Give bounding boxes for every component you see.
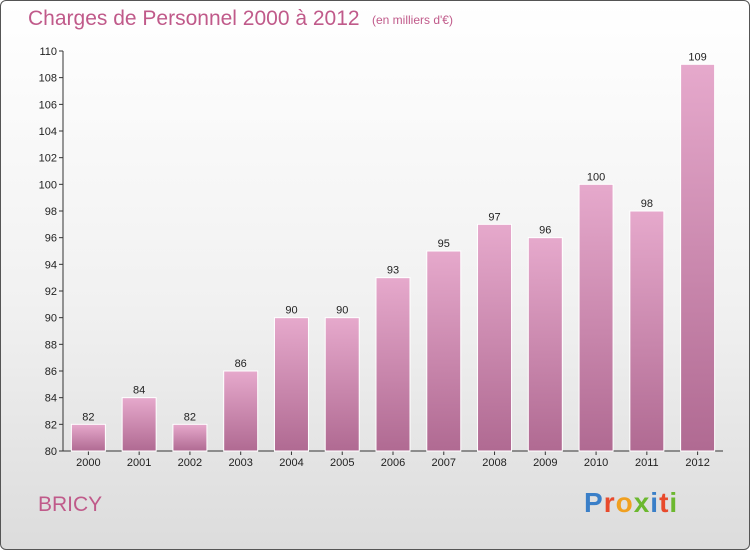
x-tick-label: 2006 xyxy=(381,457,405,469)
y-tick-label: 110 xyxy=(39,46,57,58)
x-tick-label: 2009 xyxy=(533,457,557,469)
x-tick-label: 2004 xyxy=(279,457,303,469)
logo-letter: P xyxy=(584,487,604,518)
y-tick-label: 80 xyxy=(45,446,57,458)
y-tick-label: 90 xyxy=(45,313,57,325)
y-tick-label: 86 xyxy=(45,366,57,378)
bar xyxy=(477,223,513,452)
x-tick-label: 2002 xyxy=(178,457,202,469)
bar xyxy=(324,317,360,452)
bar-value-label: 82 xyxy=(184,411,196,423)
chart-subtitle: (en milliers d'€) xyxy=(372,13,453,27)
y-tick-label: 88 xyxy=(45,339,57,351)
bar-value-label: 100 xyxy=(587,171,605,183)
logo-letter: i xyxy=(650,487,660,518)
logo-letter: r xyxy=(603,487,616,518)
y-tick-label: 94 xyxy=(45,259,57,271)
x-tick-label: 2001 xyxy=(127,457,151,469)
bar xyxy=(70,423,106,452)
bar-value-label: 90 xyxy=(336,305,348,317)
x-tick-label: 2003 xyxy=(228,457,252,469)
bar-value-label: 82 xyxy=(82,411,94,423)
logo-letter: x xyxy=(633,487,651,518)
bar xyxy=(273,317,309,452)
y-tick-label: 106 xyxy=(39,99,57,111)
bar xyxy=(680,63,716,452)
bar-value-label: 86 xyxy=(235,358,247,370)
chart-bars: 82 84 82 86 90 90 93 95 97 96 100 98 109 xyxy=(70,51,716,452)
y-tick-label: 98 xyxy=(45,206,57,218)
proxiti-logo: Proxiti xyxy=(584,487,678,519)
commune-name: BRICY xyxy=(38,493,103,516)
bar-value-label: 84 xyxy=(133,385,145,397)
bar-value-label: 109 xyxy=(688,51,706,63)
bar-value-label: 98 xyxy=(641,198,653,210)
chart-title: Charges de Personnel 2000 à 2012 xyxy=(28,7,360,30)
y-tick-label: 96 xyxy=(45,233,57,245)
x-tick-label: 2010 xyxy=(584,457,608,469)
bar xyxy=(578,183,614,452)
x-tick-label: 2005 xyxy=(330,457,354,469)
bar-value-label: 96 xyxy=(539,225,551,237)
x-tick-label: 2012 xyxy=(685,457,709,469)
y-tick-label: 104 xyxy=(39,126,57,138)
x-tick-label: 2000 xyxy=(76,457,100,469)
y-tick-label: 102 xyxy=(39,153,57,165)
y-tick-label: 82 xyxy=(45,419,57,431)
bar xyxy=(121,397,157,452)
x-tick-label: 2008 xyxy=(482,457,506,469)
x-tick-label: 2011 xyxy=(635,457,659,469)
bar xyxy=(426,250,462,452)
y-tick-label: 100 xyxy=(39,179,57,191)
y-tick-label: 92 xyxy=(45,286,57,298)
bar xyxy=(172,423,208,452)
bar-value-label: 97 xyxy=(488,211,500,223)
bar xyxy=(527,237,563,452)
y-tick-label: 84 xyxy=(45,393,57,405)
logo-letter: t xyxy=(659,487,670,518)
logo-letter: i xyxy=(669,487,679,518)
logo-letter: o xyxy=(615,487,634,518)
bar-value-label: 95 xyxy=(438,238,450,250)
bar xyxy=(223,370,259,452)
x-tick-label: 2007 xyxy=(432,457,456,469)
bar xyxy=(375,277,411,452)
bar-value-label: 93 xyxy=(387,265,399,277)
bar xyxy=(629,210,665,452)
y-tick-label: 108 xyxy=(39,73,57,85)
bar-value-label: 90 xyxy=(285,305,297,317)
